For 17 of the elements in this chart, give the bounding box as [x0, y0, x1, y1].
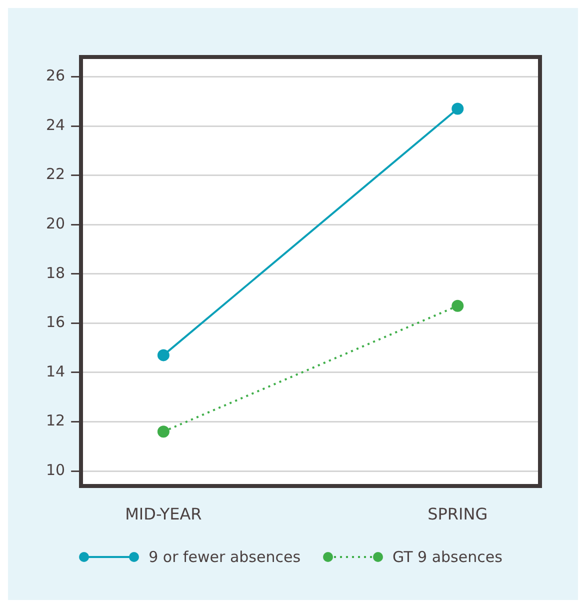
point [452, 300, 464, 312]
y-tick-label: 24 [46, 116, 66, 134]
x-tick-label: MID-YEAR [125, 504, 202, 524]
y-tick-label: 10 [46, 460, 66, 479]
y-tick-label: 12 [46, 412, 66, 430]
y-tick-label: 18 [46, 264, 66, 282]
point [452, 102, 464, 115]
y-tick-label: 16 [46, 313, 66, 332]
y-tick-label: 14 [46, 362, 66, 380]
point [157, 349, 170, 362]
y-tick-label: 20 [46, 214, 66, 232]
y-tick-label: 22 [46, 165, 66, 184]
point [157, 426, 170, 438]
x-tick-label: SPRING [428, 504, 488, 524]
legend-label: 9 or fewer absences [148, 548, 301, 566]
y-tick-label: 26 [46, 66, 66, 85]
legend-label: GT 9 absences [392, 548, 502, 566]
